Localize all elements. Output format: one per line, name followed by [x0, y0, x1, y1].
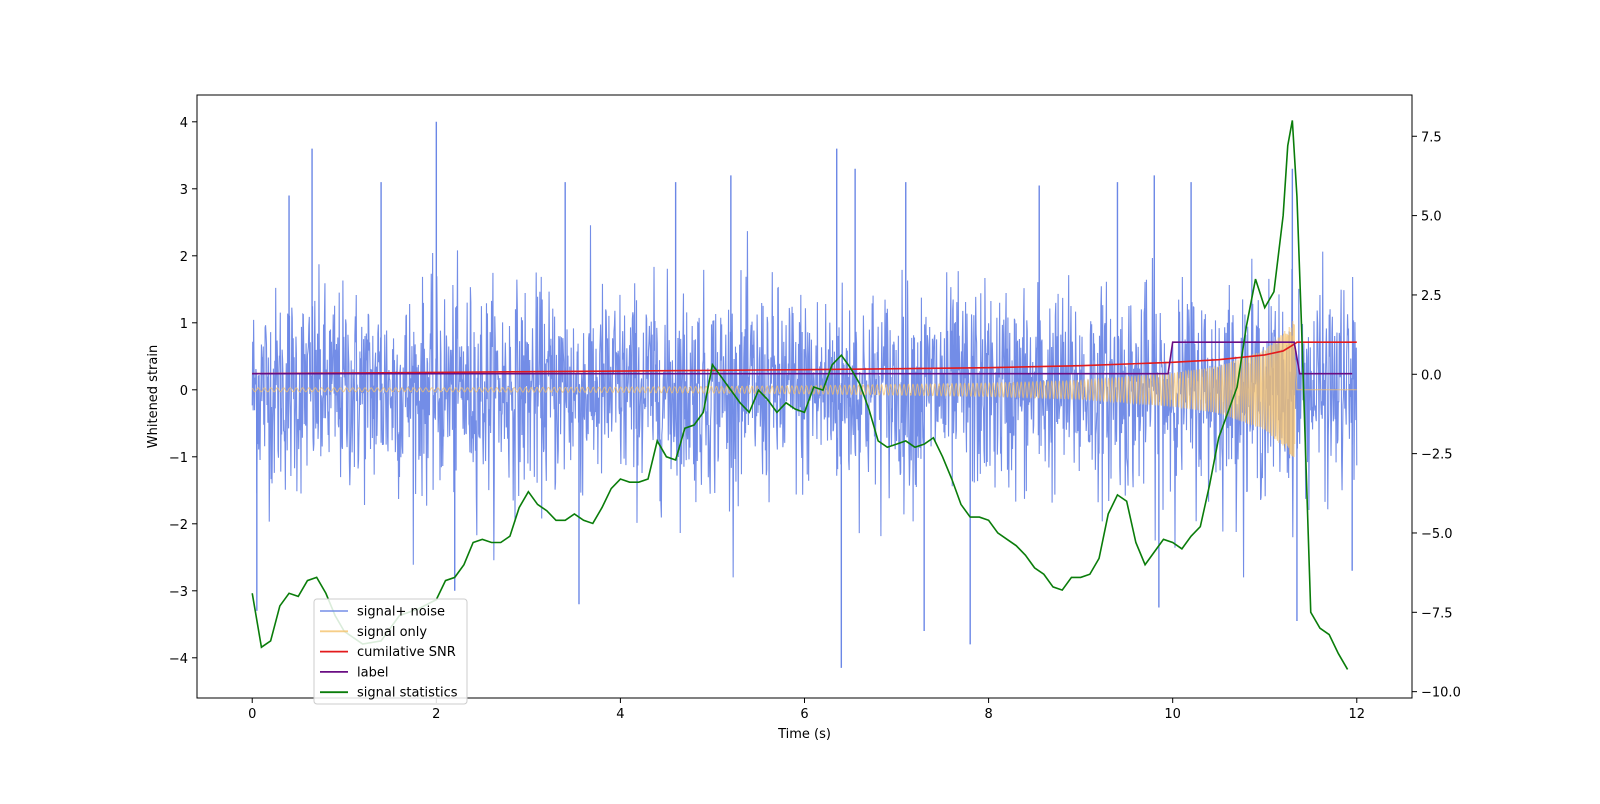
y-tick-label: 0	[180, 384, 188, 399]
x-tick-label: 0	[248, 707, 256, 722]
legend-box	[313, 598, 468, 705]
legend-label: signal only	[357, 625, 427, 640]
y-tick-label: 3	[180, 183, 188, 198]
x-tick-label: 12	[1348, 707, 1365, 722]
x-tick-label: 2	[432, 707, 440, 722]
y-tick-label: −3	[169, 585, 188, 600]
y2-tick-label: 5.0	[1421, 210, 1442, 225]
y2-axis-ticks: −10.0 −7.5 −5.0 −2.5 0.0 2.5 5.0 7.5	[1412, 130, 1461, 701]
y-tick-label: −4	[169, 652, 188, 667]
legend: signal+ noise signal only cumilative SNR la…	[313, 598, 468, 705]
x-axis-ticks: 0 2 4 6 8 10 12	[248, 698, 1365, 722]
y-tick-label: −1	[169, 451, 188, 466]
signal-only-line	[251, 321, 1357, 457]
x-tick-label: 8	[984, 707, 992, 722]
x-tick-label: 4	[616, 707, 624, 722]
y-axis-label: Whitened strain	[146, 345, 161, 448]
series-signal-only	[251, 321, 1357, 457]
x-tick-label: 10	[1164, 707, 1181, 722]
x-axis-label: Time (s)	[777, 727, 831, 742]
y2-tick-label: −5.0	[1421, 527, 1453, 542]
legend-label: signal statistics	[357, 686, 458, 701]
y2-tick-label: 7.5	[1421, 130, 1442, 145]
y-axis-ticks: −4 −3 −2 −1 0 1 2 3 4	[169, 116, 197, 667]
legend-label: cumilative SNR	[357, 645, 456, 660]
signal-statistics-line	[251, 120, 1349, 670]
y-tick-label: 4	[180, 116, 188, 131]
label-line	[252, 341, 1353, 375]
y2-tick-label: 2.5	[1421, 289, 1442, 304]
y-tick-label: −2	[169, 518, 188, 533]
y-tick-label: 2	[180, 250, 188, 265]
y2-tick-label: −2.5	[1421, 448, 1453, 463]
y2-tick-label: −10.0	[1421, 686, 1461, 701]
y2-tick-label: 0.0	[1421, 368, 1442, 383]
y-tick-label: 1	[180, 317, 188, 332]
y2-tick-label: −7.5	[1421, 606, 1453, 621]
x-tick-label: 6	[800, 707, 808, 722]
series-label	[252, 341, 1353, 375]
series-signal-noise	[251, 121, 1358, 668]
series-signal-statistics	[251, 120, 1349, 670]
legend-label: signal+ noise	[357, 605, 445, 620]
legend-label: label	[357, 665, 388, 680]
